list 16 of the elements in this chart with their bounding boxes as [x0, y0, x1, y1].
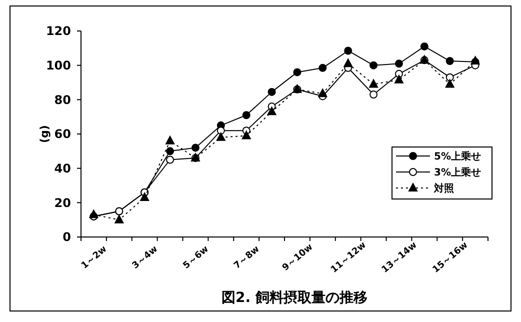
legend-label: 5%上乗せ	[434, 150, 481, 162]
x-tick-label: 5～6w	[182, 244, 211, 272]
y-tick-label: 40	[54, 162, 71, 176]
y-tick-label: 120	[46, 24, 71, 38]
y-tick-label: 20	[54, 196, 71, 210]
y-tick-label: 100	[46, 58, 71, 73]
text: 図2. 飼料摂取量の推移	[222, 290, 368, 306]
x-tick-label: 1～2w	[80, 244, 110, 272]
legend-label: 3%上乗せ	[434, 166, 481, 178]
y-axis-title: (g)	[38, 125, 51, 143]
x-tick-label: 7～8w	[232, 244, 262, 272]
y-tick-label: 80	[54, 92, 71, 107]
x-tick-label: 3～4w	[130, 244, 160, 272]
y-tick-label: 60	[54, 127, 71, 142]
legend-label: 対照	[433, 182, 454, 194]
y-tick-label: 0	[62, 230, 71, 244]
